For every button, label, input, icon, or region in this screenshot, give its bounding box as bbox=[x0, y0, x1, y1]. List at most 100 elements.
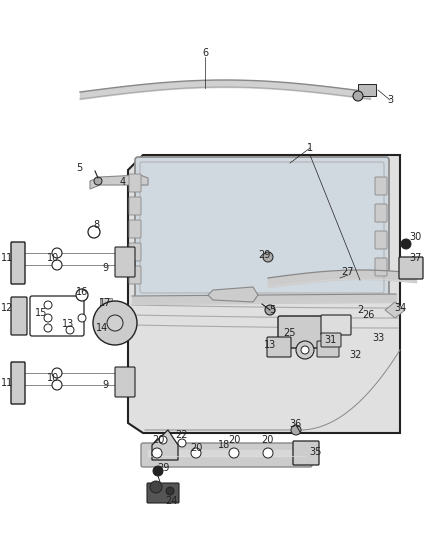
Circle shape bbox=[401, 239, 411, 249]
FancyBboxPatch shape bbox=[293, 441, 319, 465]
Polygon shape bbox=[208, 287, 258, 302]
Text: 17: 17 bbox=[99, 298, 111, 308]
Text: 35: 35 bbox=[310, 447, 322, 457]
Circle shape bbox=[150, 481, 162, 493]
FancyBboxPatch shape bbox=[375, 258, 387, 276]
Text: 27: 27 bbox=[342, 267, 354, 277]
Circle shape bbox=[353, 91, 363, 101]
Text: 24: 24 bbox=[165, 496, 177, 506]
Text: 25: 25 bbox=[284, 328, 296, 338]
FancyBboxPatch shape bbox=[115, 367, 135, 397]
Text: 22: 22 bbox=[176, 430, 188, 440]
Text: 2: 2 bbox=[357, 305, 363, 315]
FancyBboxPatch shape bbox=[321, 333, 341, 347]
FancyBboxPatch shape bbox=[129, 197, 141, 215]
Bar bbox=[100, 298, 112, 316]
FancyBboxPatch shape bbox=[375, 204, 387, 222]
FancyBboxPatch shape bbox=[129, 174, 141, 192]
Polygon shape bbox=[152, 430, 178, 460]
Circle shape bbox=[107, 315, 123, 331]
FancyBboxPatch shape bbox=[11, 362, 25, 404]
Text: 29: 29 bbox=[258, 250, 270, 260]
Circle shape bbox=[52, 380, 62, 390]
Circle shape bbox=[44, 314, 52, 322]
Text: 36: 36 bbox=[289, 419, 301, 429]
FancyBboxPatch shape bbox=[375, 177, 387, 195]
FancyBboxPatch shape bbox=[115, 247, 135, 277]
Circle shape bbox=[44, 324, 52, 332]
Text: 18: 18 bbox=[218, 440, 230, 450]
Text: 9: 9 bbox=[102, 380, 108, 390]
Circle shape bbox=[166, 487, 174, 495]
Text: 30: 30 bbox=[409, 232, 421, 242]
Text: 37: 37 bbox=[409, 253, 421, 263]
Circle shape bbox=[52, 260, 62, 270]
Circle shape bbox=[52, 248, 62, 258]
Circle shape bbox=[265, 305, 275, 315]
Text: 29: 29 bbox=[157, 463, 169, 473]
Circle shape bbox=[78, 314, 86, 322]
Text: 12: 12 bbox=[1, 303, 13, 313]
Text: 5: 5 bbox=[269, 305, 275, 315]
Text: 13: 13 bbox=[62, 319, 74, 329]
Text: 8: 8 bbox=[93, 220, 99, 230]
FancyBboxPatch shape bbox=[321, 315, 351, 335]
FancyBboxPatch shape bbox=[278, 316, 322, 348]
Text: 26: 26 bbox=[362, 310, 374, 320]
Polygon shape bbox=[90, 175, 148, 189]
Text: 10: 10 bbox=[47, 253, 59, 263]
Circle shape bbox=[66, 326, 74, 334]
FancyBboxPatch shape bbox=[399, 257, 423, 279]
Circle shape bbox=[88, 226, 100, 238]
Circle shape bbox=[301, 346, 309, 354]
Circle shape bbox=[296, 341, 314, 359]
Text: 20: 20 bbox=[152, 435, 164, 445]
Circle shape bbox=[52, 368, 62, 378]
Text: 33: 33 bbox=[372, 333, 384, 343]
Text: 16: 16 bbox=[76, 287, 88, 297]
Circle shape bbox=[159, 436, 167, 444]
FancyBboxPatch shape bbox=[129, 243, 141, 261]
FancyBboxPatch shape bbox=[147, 483, 179, 503]
Text: 1: 1 bbox=[307, 143, 313, 153]
Circle shape bbox=[291, 425, 301, 435]
Circle shape bbox=[93, 301, 137, 345]
Circle shape bbox=[263, 252, 273, 262]
Text: 32: 32 bbox=[349, 350, 361, 360]
Text: 11: 11 bbox=[1, 378, 13, 388]
Circle shape bbox=[191, 448, 201, 458]
Circle shape bbox=[94, 177, 102, 185]
Bar bbox=[358, 84, 376, 96]
FancyBboxPatch shape bbox=[267, 337, 291, 357]
Text: 20: 20 bbox=[261, 435, 273, 445]
Circle shape bbox=[229, 448, 239, 458]
FancyBboxPatch shape bbox=[375, 231, 387, 249]
FancyBboxPatch shape bbox=[11, 242, 25, 284]
FancyBboxPatch shape bbox=[129, 266, 141, 284]
Text: 13: 13 bbox=[264, 340, 276, 350]
Text: 3: 3 bbox=[387, 95, 393, 105]
Text: 31: 31 bbox=[324, 335, 336, 345]
Circle shape bbox=[178, 439, 186, 447]
Text: 6: 6 bbox=[202, 48, 208, 58]
FancyBboxPatch shape bbox=[11, 297, 27, 335]
FancyBboxPatch shape bbox=[141, 443, 312, 467]
Text: 10: 10 bbox=[47, 373, 59, 383]
Text: 9: 9 bbox=[102, 263, 108, 273]
FancyBboxPatch shape bbox=[129, 220, 141, 238]
Polygon shape bbox=[128, 155, 400, 433]
Circle shape bbox=[76, 289, 88, 301]
Text: 4: 4 bbox=[120, 177, 126, 187]
Text: 14: 14 bbox=[96, 323, 108, 333]
Polygon shape bbox=[385, 302, 405, 318]
Circle shape bbox=[152, 448, 162, 458]
Text: 20: 20 bbox=[228, 435, 240, 445]
Text: 20: 20 bbox=[190, 443, 202, 453]
Text: 15: 15 bbox=[35, 308, 47, 318]
Circle shape bbox=[44, 301, 52, 309]
Circle shape bbox=[263, 448, 273, 458]
Text: 34: 34 bbox=[394, 303, 406, 313]
Circle shape bbox=[153, 466, 163, 476]
Text: 5: 5 bbox=[76, 163, 82, 173]
FancyBboxPatch shape bbox=[317, 341, 339, 357]
